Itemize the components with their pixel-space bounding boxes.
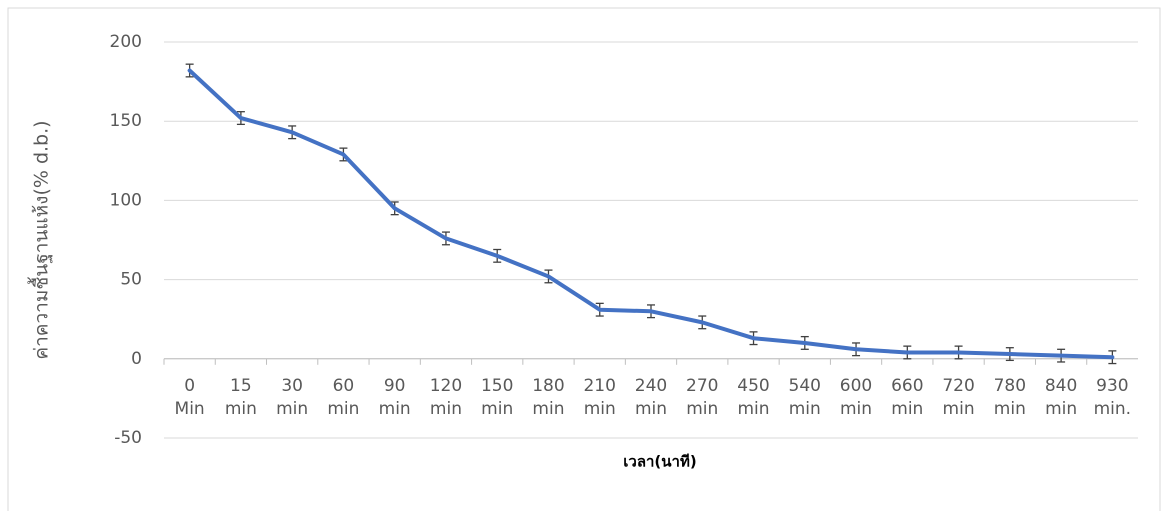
x-tick-label: 450 min — [728, 375, 779, 421]
y-tick-label: 0 — [131, 349, 142, 369]
x-tick-label: 540 min — [779, 375, 830, 421]
chart-border — [8, 8, 1160, 511]
y-axis-title: ค่าความชื้นฐานแห้ง(% d.b.) — [28, 120, 53, 359]
x-tick-label: 720 min — [933, 375, 984, 421]
y-tick-label: -50 — [114, 428, 142, 448]
x-tick-label: 90 min — [369, 375, 420, 421]
x-axis-title: เวลา(นาที) — [623, 453, 696, 471]
x-tick-label: 0 Min — [164, 375, 215, 421]
x-tick-label: 180 min — [523, 375, 574, 421]
x-tick-label: 840 min — [1035, 375, 1086, 421]
x-tick-label: 270 min — [677, 375, 728, 421]
x-tick-label: 60 min — [318, 375, 369, 421]
x-tick-label: 150 min — [472, 375, 523, 421]
x-tick-label: 600 min — [830, 375, 881, 421]
chart-container: เวลา(นาที) ค่าความชื้นฐานแห้ง(% d.b.) -5… — [0, 0, 1168, 511]
y-tick-label: 200 — [110, 32, 142, 52]
x-tick-label: 210 min — [574, 375, 625, 421]
y-tick-label: 150 — [110, 111, 142, 131]
x-tick-label: 15 min — [215, 375, 266, 421]
x-tick-label: 30 min — [267, 375, 318, 421]
x-tick-label: 120 min — [420, 375, 471, 421]
y-tick-label: 50 — [120, 270, 142, 290]
y-tick-label: 100 — [110, 190, 142, 210]
x-tick-label: 240 min — [625, 375, 676, 421]
x-tick-label: 660 min — [882, 375, 933, 421]
x-tick-label: 780 min — [984, 375, 1035, 421]
chart: เวลา(นาที) ค่าความชื้นฐานแห้ง(% d.b.) -5… — [0, 0, 1168, 511]
x-tick-label: 930 min. — [1087, 375, 1138, 421]
